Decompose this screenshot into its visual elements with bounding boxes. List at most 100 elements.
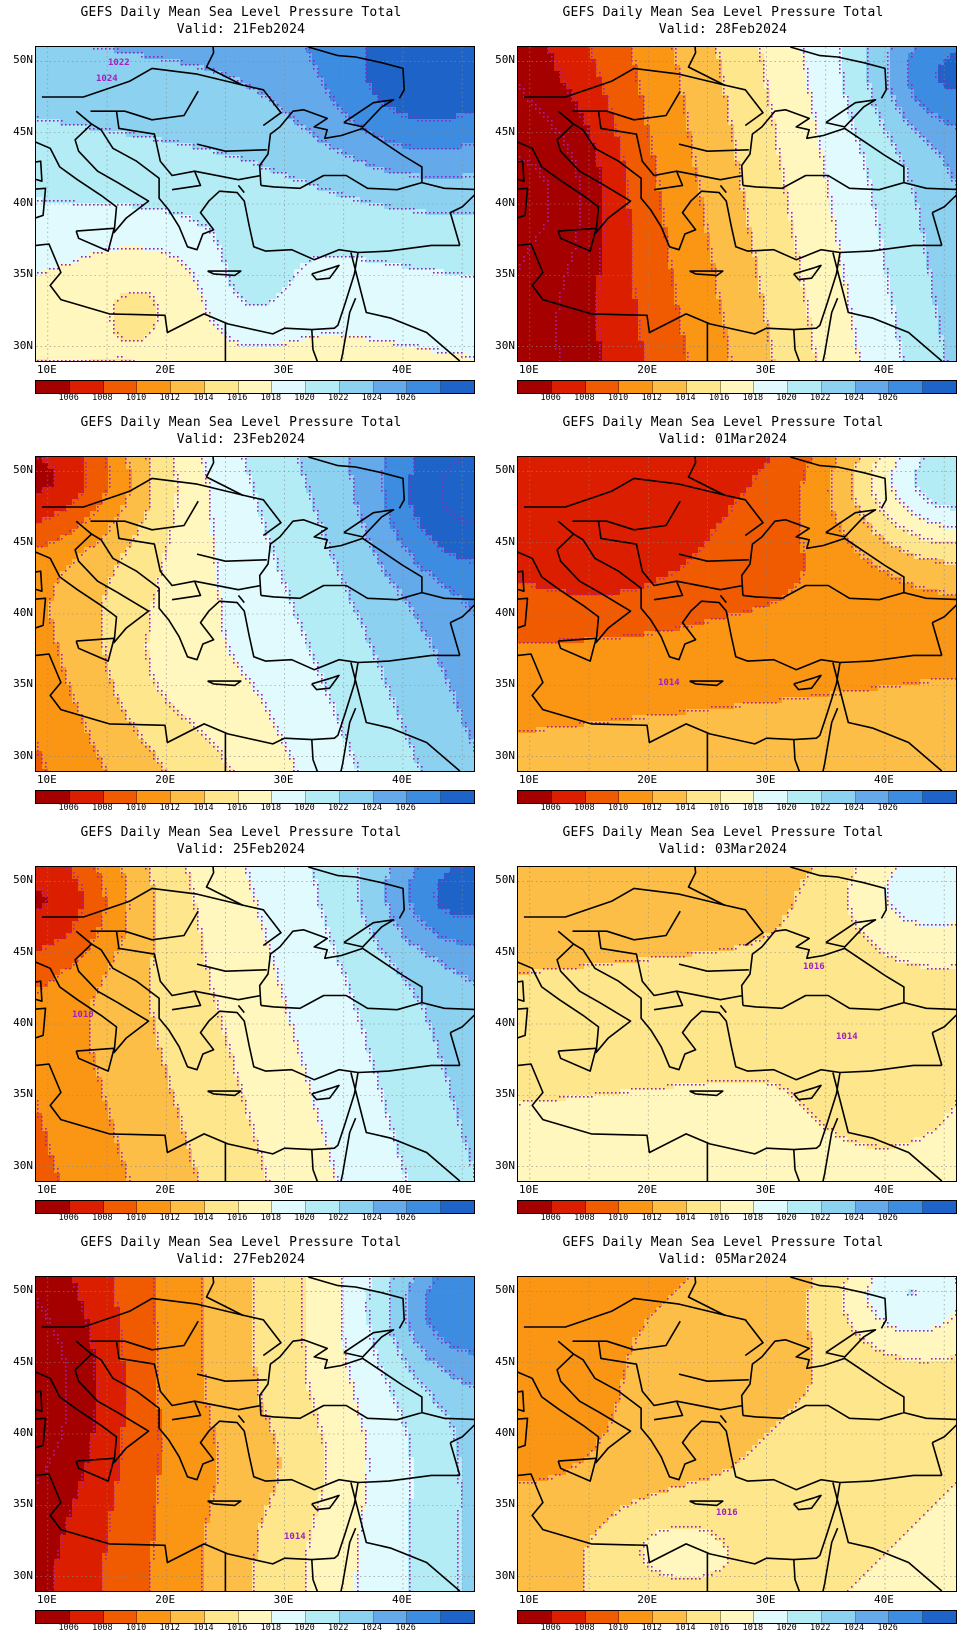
isobar-segment [61,264,63,266]
isobar-segment [353,120,355,122]
pressure-cell [342,329,349,336]
pressure-cell [174,107,181,114]
pressure-cell [228,47,235,54]
isobar-segment [457,212,459,214]
pressure-cell [644,65,651,72]
pressure-cell [162,347,169,354]
pressure-cell [156,245,163,252]
pressure-cell [390,221,397,228]
pressure-cell [294,131,301,138]
pressure-cell [180,359,187,361]
pressure-cell [402,233,409,240]
pressure-cell [312,245,319,252]
isobar-segment [45,200,47,202]
pressure-cell [426,65,433,72]
pressure-cell [426,59,433,66]
pressure-cell [240,305,247,312]
pressure-cell [360,215,367,222]
pressure-cell [300,185,307,192]
pressure-cell [408,83,415,90]
pressure-cell [120,107,127,114]
pressure-cell [222,137,229,144]
pressure-cell [84,143,91,150]
isobar-segment [401,208,403,210]
pressure-cell [36,191,43,198]
pressure-cell [216,95,223,102]
pressure-cell [360,221,367,228]
pressure-cell [560,65,567,72]
pressure-cell [198,347,205,354]
pressure-cell [126,227,133,234]
pressure-cell [330,71,337,78]
pressure-cell [450,293,457,300]
pressure-cell [396,299,403,306]
pressure-cell [926,59,933,66]
isobar-segment [141,208,143,210]
pressure-cell [36,239,43,246]
pressure-cell [252,59,259,66]
pressure-cell [150,323,157,330]
isobar-segment [145,336,147,338]
pressure-cell [192,185,199,192]
pressure-cell [360,329,367,336]
pressure-cell [692,65,699,72]
pressure-cell [306,335,313,342]
colorbar-label: 1020 [290,393,320,403]
pressure-cell [36,293,43,300]
pressure-cell [596,65,603,72]
pressure-cell [330,251,337,258]
pressure-cell [96,281,103,288]
pressure-cell [42,113,49,120]
pressure-cell [42,329,49,336]
isobar-segment [337,104,339,106]
pressure-cell [420,107,427,114]
pressure-cell [390,245,397,252]
pressure-cell [336,203,343,210]
pressure-cell [108,299,115,306]
pressure-cell [336,221,343,228]
pressure-cell [438,239,445,246]
pressure-cell [246,131,253,138]
pressure-cell [108,131,115,138]
isobar-segment [145,248,147,250]
pressure-cell [138,59,145,66]
pressure-cell [84,209,91,216]
pressure-cell [120,257,127,264]
pressure-cell [282,233,289,240]
pressure-cell [48,311,55,318]
pressure-cell [438,305,445,312]
pressure-cell [246,113,253,120]
pressure-cell [294,173,301,180]
pressure-cell [432,113,439,120]
pressure-cell [54,329,61,336]
pressure-cell [770,47,777,54]
pressure-cell [426,89,433,96]
pressure-cell [450,95,457,102]
pressure-cell [42,137,49,144]
pressure-cell [342,287,349,294]
pressure-cell [168,311,175,318]
pressure-cell [390,263,397,270]
pressure-cell [246,179,253,186]
pressure-cell [66,167,73,174]
isobar-segment [457,148,459,150]
pressure-cell [426,323,433,330]
pressure-cell [60,329,67,336]
pressure-cell [360,227,367,234]
pressure-cell [246,263,253,270]
pressure-cell [294,341,301,348]
pressure-cell [468,335,474,342]
pressure-cell [66,173,73,180]
pressure-cell [90,323,97,330]
pressure-cell [378,53,385,60]
pressure-cell [144,53,151,60]
pressure-cell [210,269,217,276]
pressure-cell [90,53,97,60]
pressure-cell [78,65,85,72]
pressure-cell [360,95,367,102]
pressure-cell [402,173,409,180]
pressure-cell [78,245,85,252]
pressure-cell [866,65,873,72]
pressure-cell [228,119,235,126]
pressure-cell [42,125,49,132]
